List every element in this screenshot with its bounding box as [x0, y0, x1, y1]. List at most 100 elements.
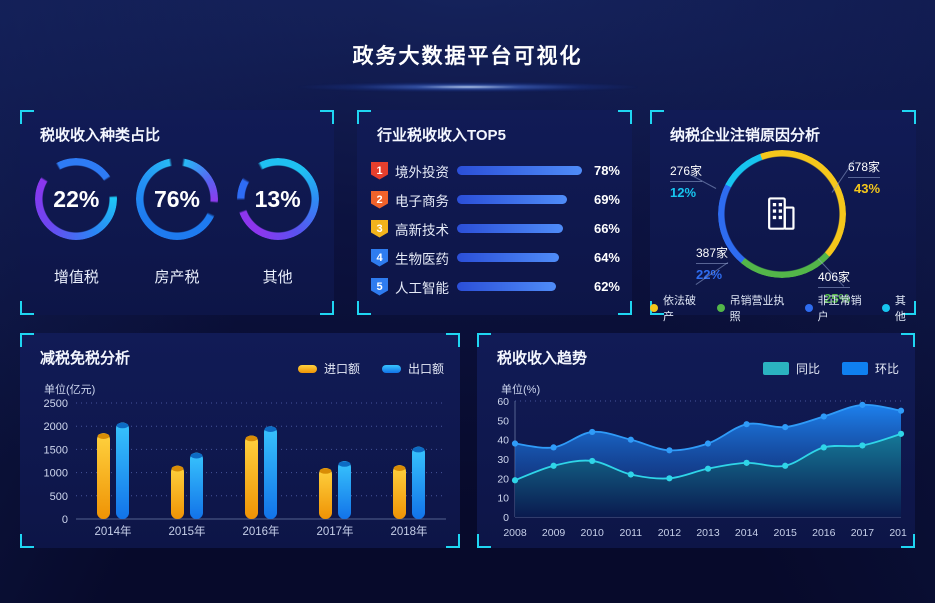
x-axis-tick-label: 2017年: [316, 524, 353, 538]
panel-industry-top5: 行业税收收入TOP5 1 境外投资 78% 2 电子商务 69% 3 高新技术 66% 4 生物医药…: [357, 110, 632, 315]
ring-gauge-ring: 22%: [35, 158, 118, 240]
bar-track: [457, 253, 585, 262]
ring-gauge: 76% 房产税: [129, 158, 225, 287]
ring-percent-value: 76%: [153, 185, 200, 212]
corner-bracket-icon: [20, 110, 34, 124]
legend-item[interactable]: 同比: [762, 360, 820, 377]
bar-top-cap: [264, 426, 277, 432]
ring-gauge-ring: 13%: [236, 158, 319, 240]
x-axis-tick-label: 2008: [503, 527, 527, 539]
y-axis-tick-label: 1500: [44, 444, 68, 456]
corner-bracket-icon: [446, 333, 460, 347]
bar-track: [457, 224, 585, 233]
ring-gauge: 13% 其他: [230, 158, 326, 287]
corner-bracket-icon: [477, 534, 491, 548]
legend-item[interactable]: 出口额: [381, 360, 444, 377]
legend-dot-icon: [881, 304, 890, 312]
top5-row: 2 电子商务 69%: [371, 185, 620, 214]
corner-bracket-icon: [320, 301, 334, 315]
data-point: [550, 444, 557, 451]
bar-chart-legend: 进口额 出口额: [297, 360, 444, 377]
data-point: [743, 459, 750, 466]
y-axis-tick-label: 10: [497, 493, 509, 505]
data-point: [859, 401, 866, 408]
x-axis-tick-label: 2018年: [390, 524, 427, 538]
y-axis-tick-label: 30: [497, 454, 509, 466]
top5-bar-list: 1 境外投资 78% 2 电子商务 69% 3 高新技术 66% 4 生物医药 64% 5 人工智能 62%: [371, 156, 620, 301]
revenue-trend-area-chart: 0 10 20 30 40 50 60 2008 2009 2010 2011 2012 2013 201…: [497, 396, 907, 539]
data-point: [820, 413, 827, 420]
ring-arc: [135, 158, 218, 240]
legend-item[interactable]: 环比: [841, 360, 899, 377]
rank-badge: 4: [371, 248, 388, 267]
x-axis-tick-label: 2013: [696, 527, 720, 539]
bar-进口额: [171, 465, 184, 519]
legend-item[interactable]: 吊销营业执照: [716, 292, 794, 324]
donut-callout: 276家 12%: [670, 162, 703, 200]
panel-title: 税收收入趋势: [497, 350, 588, 367]
slice-count: 406家: [818, 268, 851, 288]
legend-swatch-icon: [762, 362, 789, 375]
slice-count: 387家: [696, 244, 729, 264]
legend-swatch-icon: [841, 362, 868, 375]
ring-gauge-ring: 76%: [135, 158, 218, 240]
bar-top-cap: [245, 435, 258, 442]
corner-bracket-icon: [618, 301, 632, 315]
x-axis-tick-label: 2011: [620, 527, 643, 539]
bar-top-cap: [412, 446, 425, 453]
percent-value: 66%: [593, 221, 620, 236]
bar-top-cap: [171, 465, 184, 472]
legend-item[interactable]: 依法破产: [650, 292, 706, 324]
industry-label: 高新技术: [395, 222, 449, 238]
bar-track: [457, 195, 585, 204]
donut-callout: 678家 43%: [848, 158, 881, 196]
y-axis-tick-label: 1000: [44, 468, 68, 480]
legend-item[interactable]: 其他: [881, 292, 916, 324]
panel-title: 税收收入种类占比: [40, 127, 161, 144]
x-axis-tick-label: 2015年: [168, 524, 205, 538]
y-axis-tick-label: 60: [497, 396, 509, 408]
bar-track: [457, 282, 585, 291]
ring-percent-value: 22%: [53, 185, 100, 212]
legend-label: 其他: [894, 295, 906, 323]
corner-bracket-icon: [20, 301, 34, 315]
legend-item[interactable]: 非正常销户: [804, 292, 871, 324]
bar-fill: [457, 282, 556, 291]
y-axis-tick-label: 2000: [44, 421, 68, 433]
bar-进口额: [97, 433, 110, 519]
bar-进口额: [393, 465, 406, 519]
industry-label: 电子商务: [395, 193, 449, 209]
corner-bracket-icon: [902, 110, 916, 124]
legend-label: 非正常销户: [817, 295, 862, 323]
top5-row: 5 人工智能 62%: [371, 272, 620, 301]
line-chart-legend: 同比 环比: [762, 360, 899, 377]
data-point: [820, 444, 827, 451]
bar-出口额: [412, 446, 425, 519]
percent-value: 62%: [593, 279, 620, 294]
ring-gauge: 22% 增值税: [28, 158, 124, 287]
legend-swatch-icon: [297, 364, 317, 373]
ring-arc: [236, 158, 319, 240]
industry-label: 人工智能: [395, 280, 449, 296]
ring-arc: [35, 158, 118, 240]
building-icon: [768, 197, 795, 230]
rank-badge: 1: [371, 161, 388, 180]
bar-top-cap: [116, 422, 129, 429]
area-同比: [515, 433, 901, 517]
unit-label: 单位(%): [501, 384, 541, 396]
data-point: [859, 442, 866, 449]
bar-fill: [457, 166, 582, 175]
bar-top-cap: [393, 465, 406, 471]
panel-tax-revenue-trend: 税收收入趋势 单位(%) 同比 环比 0 10 20 30 40 50 60 2008 2009 2…: [477, 333, 915, 548]
legend-dot-icon: [716, 304, 725, 312]
legend-item[interactable]: 进口额: [297, 360, 360, 377]
bar-track: [457, 166, 585, 175]
ring-gauges: 22% 增值税 76% 房产税 13% 其他: [20, 158, 334, 287]
unit-label: 单位(亿元): [44, 384, 96, 396]
data-point: [550, 462, 557, 469]
corner-bracket-icon: [20, 534, 34, 548]
legend-label: 进口额: [323, 362, 360, 376]
slice-count: 276家: [670, 162, 703, 182]
corner-bracket-icon: [650, 110, 664, 124]
donut-legend: 依法破产 吊销营业执照 非正常销户 其他: [650, 292, 916, 324]
